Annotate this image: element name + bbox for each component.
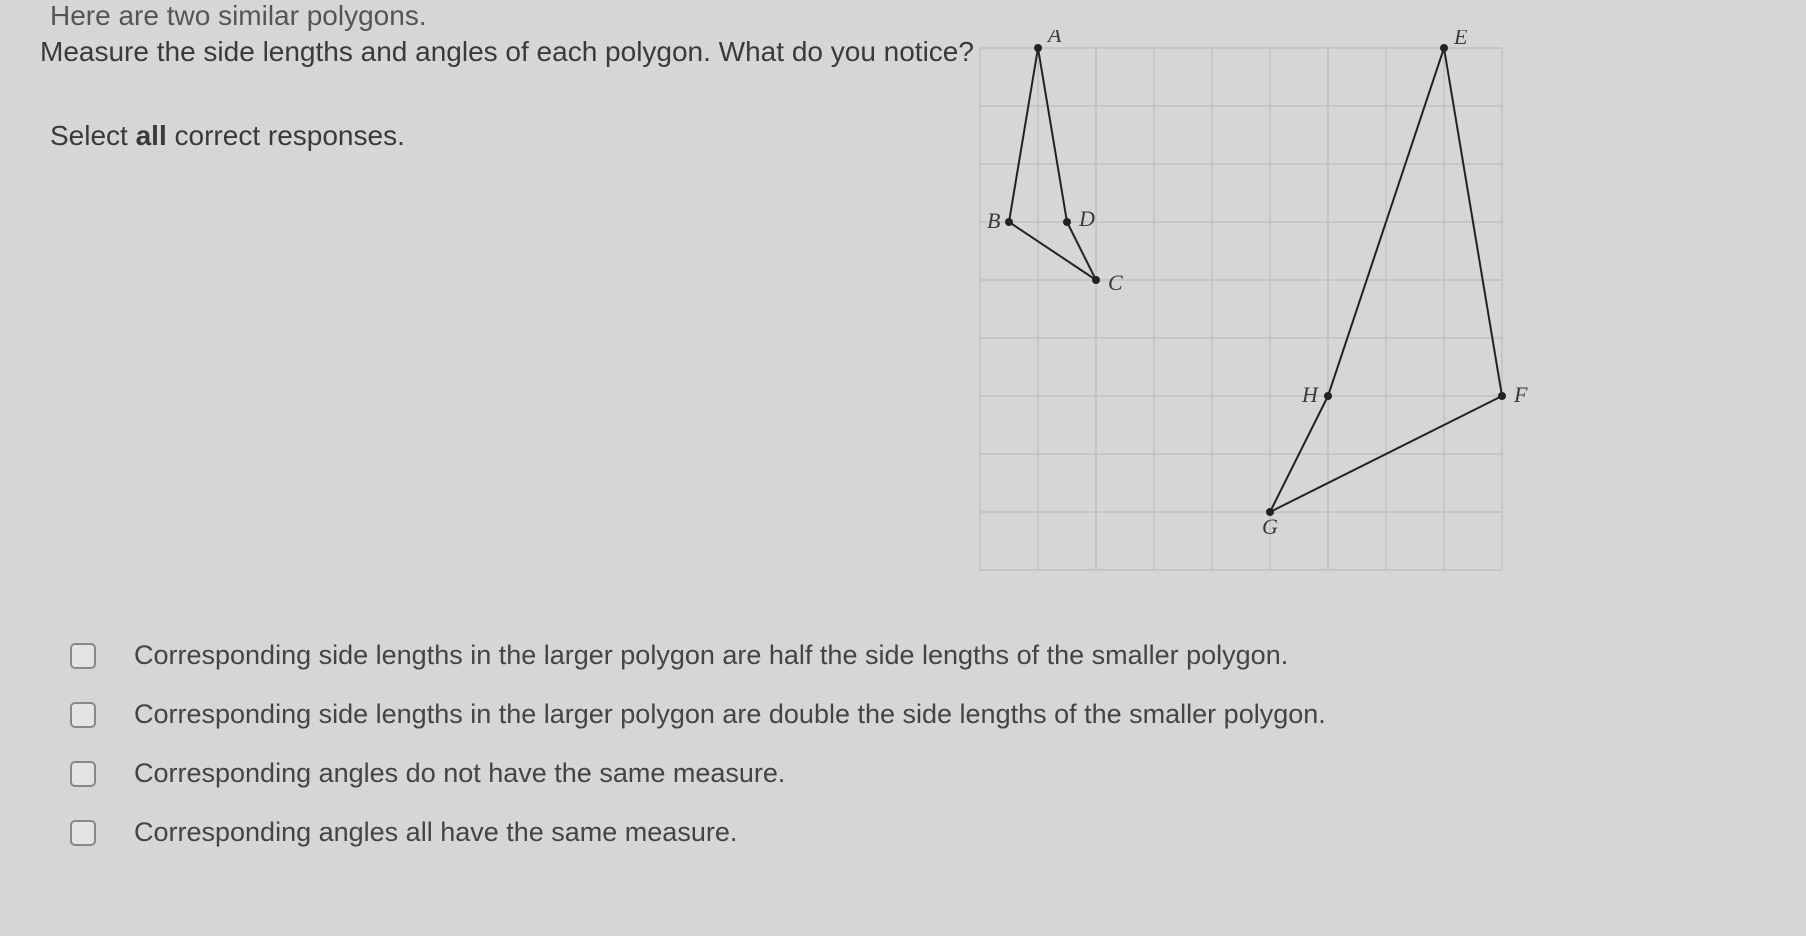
options-list: Corresponding side lengths in the larger… bbox=[70, 640, 1326, 876]
option-text: Corresponding angles all have the same m… bbox=[134, 817, 737, 848]
option-row: Corresponding side lengths in the larger… bbox=[70, 699, 1326, 730]
svg-text:G: G bbox=[1262, 514, 1278, 539]
intro-line-2: Measure the side lengths and angles of e… bbox=[40, 36, 974, 68]
checkbox[interactable] bbox=[70, 761, 96, 787]
polygon-grid-chart: ABCDEFGH bbox=[970, 30, 1500, 590]
intro-prefix: Select bbox=[50, 120, 136, 151]
option-text: Corresponding angles do not have the sam… bbox=[134, 758, 785, 789]
checkbox[interactable] bbox=[70, 702, 96, 728]
svg-text:A: A bbox=[1046, 30, 1062, 47]
option-row: Corresponding angles do not have the sam… bbox=[70, 758, 1326, 789]
svg-text:H: H bbox=[1301, 382, 1319, 407]
intro-line-3: Select all correct responses. bbox=[50, 120, 405, 152]
option-text: Corresponding side lengths in the larger… bbox=[134, 640, 1288, 671]
svg-text:B: B bbox=[987, 208, 1000, 233]
checkbox[interactable] bbox=[70, 643, 96, 669]
intro-suffix: correct responses. bbox=[167, 120, 405, 151]
option-text: Corresponding side lengths in the larger… bbox=[134, 699, 1326, 730]
option-row: Corresponding side lengths in the larger… bbox=[70, 640, 1326, 671]
svg-text:C: C bbox=[1108, 270, 1123, 295]
svg-text:F: F bbox=[1513, 382, 1528, 407]
svg-text:E: E bbox=[1453, 30, 1468, 49]
option-row: Corresponding angles all have the same m… bbox=[70, 817, 1326, 848]
svg-text:D: D bbox=[1078, 206, 1095, 231]
intro-line-1: Here are two similar polygons. bbox=[50, 0, 427, 32]
intro-bold: all bbox=[136, 120, 167, 151]
checkbox[interactable] bbox=[70, 820, 96, 846]
